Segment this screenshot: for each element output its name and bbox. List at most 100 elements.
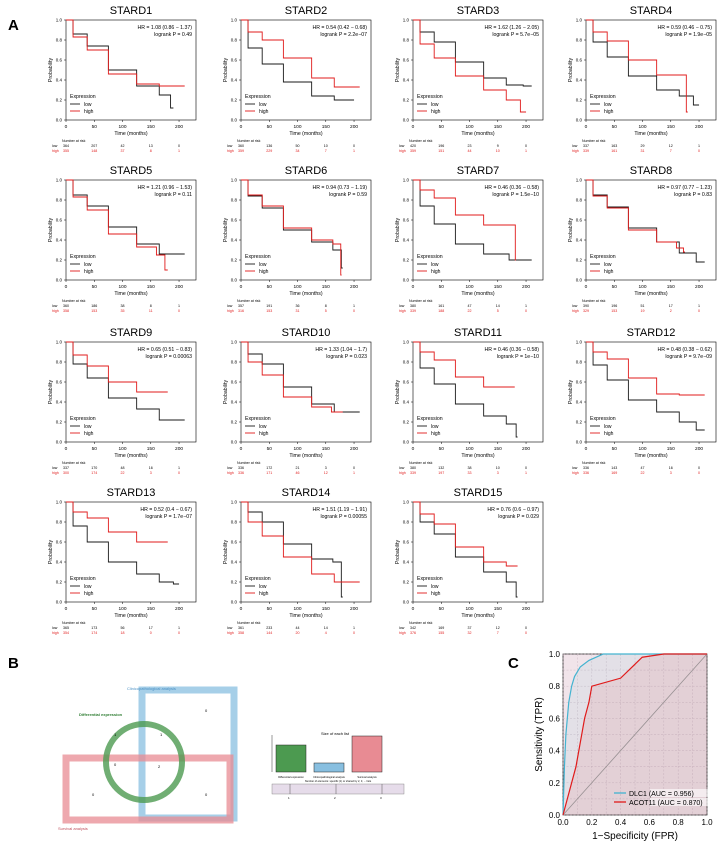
x-tick-label: 150: [147, 124, 155, 130]
y-tick-label: 1.0: [576, 178, 583, 183]
x-tick-label: 50: [439, 284, 445, 290]
y-tick-label: 0.6: [56, 540, 63, 545]
x-tick-label: 100: [119, 124, 127, 130]
risk-count-high: 0: [698, 149, 700, 153]
risk-count-high: 174: [91, 471, 97, 475]
risk-count-low: 38: [121, 304, 125, 308]
x-tick-label: 100: [294, 284, 302, 290]
risk-count-high: 339: [410, 471, 416, 475]
y-tick-label: 0.0: [231, 440, 238, 445]
risk-count-high: 339: [583, 149, 589, 153]
x-tick-label: 100: [639, 284, 647, 290]
km-plot-stard7: STARD7 HR = 0.46 (0.36 − 0.58)logrank P =…: [395, 165, 544, 313]
risk-count-low: 1: [698, 304, 700, 308]
risk-count-high: 229: [266, 149, 272, 153]
risk-count-high: 11: [149, 309, 153, 313]
x-tick-label: 0: [585, 124, 588, 130]
legend-high: high: [259, 591, 269, 597]
y-tick-label: 0.6: [403, 380, 410, 385]
risk-count-high: 329: [583, 309, 589, 313]
risk-count-low: 23: [468, 144, 472, 148]
risk-count-high: 354: [63, 631, 69, 635]
risk-count-high: 0: [698, 471, 700, 475]
y-tick-label: 0.0: [403, 440, 410, 445]
risk-count-low: 390: [583, 304, 589, 308]
risk-count-low: 169: [438, 626, 444, 630]
roc-x-tick-label: 0.4: [615, 818, 627, 827]
risk-count-high: 336: [238, 471, 244, 475]
plot-frame: [240, 501, 372, 603]
logrank-label: logrank P = 2.2e−07: [320, 32, 367, 38]
legend-low: low: [604, 102, 612, 108]
legend-low: low: [431, 424, 439, 430]
risk-count-low: 21: [296, 466, 300, 470]
legend-high: high: [431, 431, 441, 437]
y-axis-label: Probability: [48, 217, 54, 242]
x-tick-label: 0: [412, 124, 415, 130]
km-curve-low: [413, 19, 532, 87]
y-tick-label: 0.4: [56, 400, 63, 405]
x-tick-label: 0: [240, 124, 243, 130]
y-tick-label: 0.4: [403, 560, 410, 565]
x-tick-label: 200: [522, 606, 530, 612]
hr-label: HR = 0.48 (0.38 − 0.62): [657, 347, 712, 353]
km-curve-low: [413, 341, 518, 438]
y-axis-label: Probability: [568, 57, 574, 82]
risk-label-low: low: [52, 626, 58, 630]
km-curve-high: [413, 19, 527, 113]
risk-label-low: low: [227, 304, 233, 308]
risk-count-high: 22: [641, 471, 645, 475]
risk-count-low: 170: [91, 466, 97, 470]
x-axis-label: Time (months): [114, 453, 148, 459]
legend-high: high: [84, 109, 94, 115]
x-axis-label: Time (months): [461, 131, 495, 137]
risk-header: Number at risk: [62, 621, 86, 625]
y-tick-label: 0.6: [403, 540, 410, 545]
km-plot-stard9: STARD9 HR = 0.65 (0.51 − 0.83)logrank P =…: [48, 327, 197, 475]
risk-count-high: 5: [325, 309, 327, 313]
risk-count-low: 360: [63, 304, 69, 308]
risk-label-high: high: [227, 149, 234, 153]
risk-count-low: 191: [266, 304, 272, 308]
x-tick-label: 50: [92, 606, 98, 612]
risk-count-high: 22: [468, 309, 472, 313]
km-curve-low: [66, 341, 185, 421]
logrank-label: logrank P = 1.9e−05: [665, 32, 712, 38]
x-tick-label: 100: [466, 124, 474, 130]
risk-count-high: 161: [611, 149, 617, 153]
risk-label-low: low: [572, 144, 578, 148]
risk-count-low: 3: [325, 466, 327, 470]
risk-count-low: 173: [91, 626, 97, 630]
risk-header: Number at risk: [237, 299, 261, 303]
risk-count-low: 16: [669, 466, 673, 470]
venn-surv-box: [62, 754, 234, 824]
panel-label-c: C: [508, 655, 519, 672]
risk-count-low: 13: [149, 144, 153, 148]
y-axis-label: Probability: [48, 379, 54, 404]
risk-count-low: 207: [91, 144, 97, 148]
x-tick-label: 50: [267, 124, 273, 130]
x-tick-label: 50: [92, 446, 98, 452]
y-tick-label: 0.8: [56, 520, 63, 525]
roc-y-tick-label: 1.0: [549, 650, 561, 659]
legend-low: low: [259, 424, 267, 430]
y-tick-label: 0.4: [576, 400, 583, 405]
x-tick-label: 100: [294, 124, 302, 130]
risk-header: Number at risk: [237, 461, 261, 465]
x-tick-label: 0: [585, 284, 588, 290]
risk-count-low: 1: [178, 626, 180, 630]
legend-low: low: [259, 262, 267, 268]
km-title: STARD2: [285, 5, 328, 17]
y-axis-label: Probability: [395, 539, 401, 564]
km-curve-high: [586, 341, 705, 396]
logrank-label: logrank P = 0.49: [154, 32, 192, 38]
venn-count: 1: [114, 732, 117, 737]
risk-count-low: 420: [410, 144, 416, 148]
risk-count-high: 1: [525, 149, 527, 153]
roc-curve: [562, 653, 707, 816]
km-curve-low: [241, 19, 355, 101]
risk-count-high: 1: [525, 471, 527, 475]
upset-footer-tick-label: 1: [288, 796, 290, 800]
legend-low: low: [431, 262, 439, 268]
roc-x-tick-label: 0.0: [557, 818, 569, 827]
